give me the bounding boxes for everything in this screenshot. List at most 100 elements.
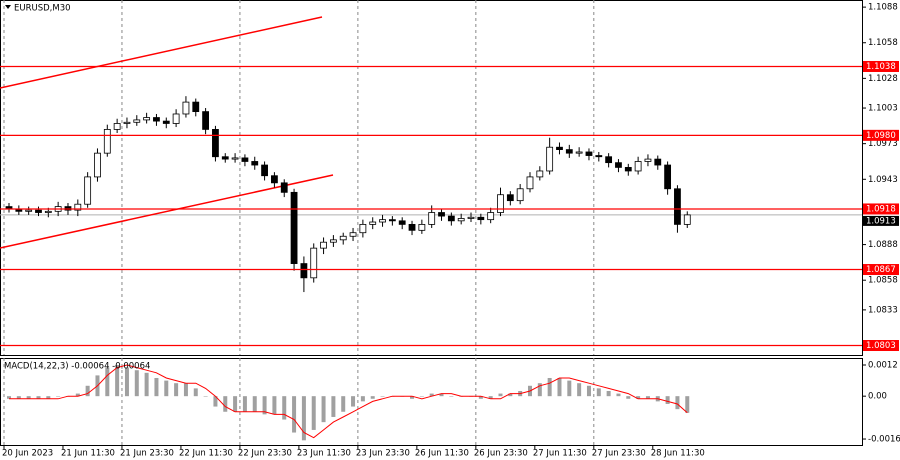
candle-body — [251, 161, 259, 166]
macd-tick-label: 0.0012 — [868, 361, 898, 371]
candle-body — [556, 146, 563, 150]
macd-bar — [272, 396, 277, 415]
x-tick-label: 22 Jun 11:30 — [179, 449, 233, 459]
candle-body — [84, 176, 92, 205]
macd-bar — [449, 396, 454, 397]
candle-body — [654, 158, 662, 166]
x-tick-label: 27 Jun 23:30 — [592, 449, 646, 459]
macd-bar — [164, 380, 169, 397]
x-tick-label: 23 Jun 11:30 — [297, 449, 351, 459]
macd-bar — [213, 396, 218, 407]
macd-bar — [626, 396, 631, 399]
x-tick-label: 20 Jun 2023 — [2, 449, 53, 459]
macd-bar — [685, 396, 690, 413]
level-box — [863, 203, 899, 215]
macd-bar — [262, 396, 267, 415]
macd-bar — [577, 383, 582, 397]
candle-body — [113, 123, 121, 130]
macd-bar — [321, 396, 326, 423]
x-tick-label: 22 Jun 23:30 — [238, 449, 292, 459]
candle-body — [44, 210, 52, 213]
candle-body — [143, 117, 151, 121]
candle-body — [595, 155, 603, 158]
level-box — [863, 264, 899, 276]
level-label: 1.0803 — [866, 341, 896, 351]
level-label: 1.1038 — [866, 62, 896, 72]
y-tick-label: 1.0833 — [868, 305, 898, 315]
candle-body — [212, 129, 219, 158]
macd-bar — [370, 396, 375, 399]
macd-bar — [242, 396, 247, 412]
macd-bar — [380, 396, 385, 397]
x-tick-label: 27 Jun 11:30 — [533, 449, 587, 459]
macd-bar — [16, 396, 21, 399]
candle-body — [447, 215, 455, 222]
candle-body — [231, 157, 239, 160]
trend-line — [0, 174, 334, 249]
x-tick-label: 28 Jun 11:30 — [651, 449, 705, 459]
x-tick-label: 26 Jun 23:30 — [474, 449, 528, 459]
candle-body — [280, 182, 288, 193]
macd-bar — [606, 390, 611, 397]
macd-bar — [183, 383, 188, 397]
macd-bar — [351, 396, 356, 407]
candle-body — [467, 216, 475, 219]
macd-bar — [282, 396, 287, 420]
candle-body — [565, 149, 573, 154]
candle-body — [153, 117, 160, 122]
y-tick-label: 1.0943 — [868, 175, 898, 185]
candle-body — [388, 219, 396, 222]
candle-body — [546, 146, 554, 172]
macd-bar — [439, 393, 444, 397]
y-tick-label: 1.0973 — [868, 139, 898, 149]
candle-body — [74, 203, 82, 211]
macd-bar — [341, 396, 346, 412]
candle-body — [25, 209, 33, 212]
candle-body — [379, 219, 386, 223]
macd-bar — [174, 383, 179, 397]
y-tick-label: 1.1088 — [868, 3, 898, 13]
candle-body — [526, 176, 534, 190]
candle-body — [644, 158, 652, 162]
macd-bar — [134, 370, 139, 397]
macd-bar — [154, 377, 159, 397]
candle-body — [624, 167, 632, 172]
level-label: 1.0918 — [866, 204, 896, 214]
macd-bar — [124, 367, 129, 397]
macd-panel — [0, 358, 863, 446]
candle-body — [615, 162, 622, 168]
marks: 1.1038 1.0980 1.0918 1.0867 1.0803 1.0913 — [0, 60, 899, 441]
macd-bar — [105, 367, 110, 397]
y-tick-label: 1.1058 — [868, 38, 898, 48]
macd-bar — [75, 393, 80, 397]
y-tick-label: 1.0858 — [868, 276, 898, 286]
candle-body — [290, 191, 298, 264]
candle-body — [221, 156, 229, 160]
macd-bar — [7, 396, 11, 399]
x-tick-label: 21 Jun 11:30 — [61, 449, 115, 459]
candle-body — [300, 263, 308, 279]
macd-bar — [56, 396, 61, 397]
macd-bar — [410, 396, 415, 399]
candle-body — [398, 220, 406, 225]
macd-bar — [301, 396, 306, 441]
macd-bar — [488, 396, 493, 399]
main-panel — [0, 0, 863, 356]
candle-body — [605, 156, 613, 164]
macd-bar — [665, 396, 670, 404]
candle-body — [123, 121, 131, 124]
macd-bar — [636, 396, 641, 399]
candle-body — [438, 212, 445, 217]
candle-body — [575, 151, 583, 154]
candle-body — [310, 247, 318, 279]
level-label: 1.0867 — [866, 265, 896, 275]
macd-bar — [586, 385, 591, 397]
candle-body — [162, 120, 170, 124]
candle-body — [428, 212, 436, 225]
candle-body — [271, 175, 278, 184]
macd-bar — [645, 396, 650, 399]
candle-body — [634, 161, 642, 172]
candle-body — [133, 119, 141, 123]
candle-body — [477, 216, 485, 221]
